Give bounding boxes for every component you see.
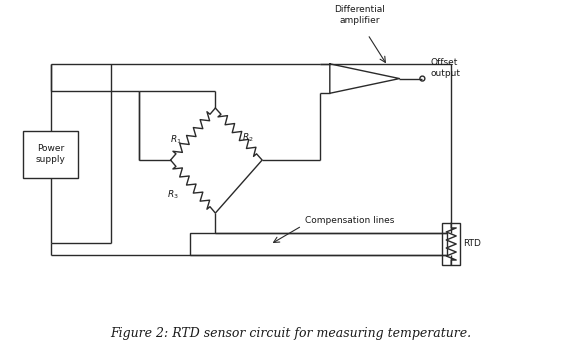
Text: Offset
output: Offset output: [430, 58, 461, 78]
Text: $R_2$: $R_2$: [243, 132, 254, 144]
Text: Figure 2: RTD sensor circuit for measuring temperature.: Figure 2: RTD sensor circuit for measuri…: [110, 327, 472, 340]
Bar: [442, 223, 460, 265]
Text: Power
supply: Power supply: [36, 144, 66, 164]
Text: RTD: RTD: [463, 239, 481, 248]
Bar: [191, 233, 447, 255]
Text: $R_3$: $R_3$: [167, 188, 178, 201]
Text: $R_1$: $R_1$: [170, 133, 181, 146]
Bar: [23, 130, 78, 178]
Text: Differential
amplifier: Differential amplifier: [334, 5, 385, 25]
Text: Compensation lines: Compensation lines: [305, 216, 394, 225]
